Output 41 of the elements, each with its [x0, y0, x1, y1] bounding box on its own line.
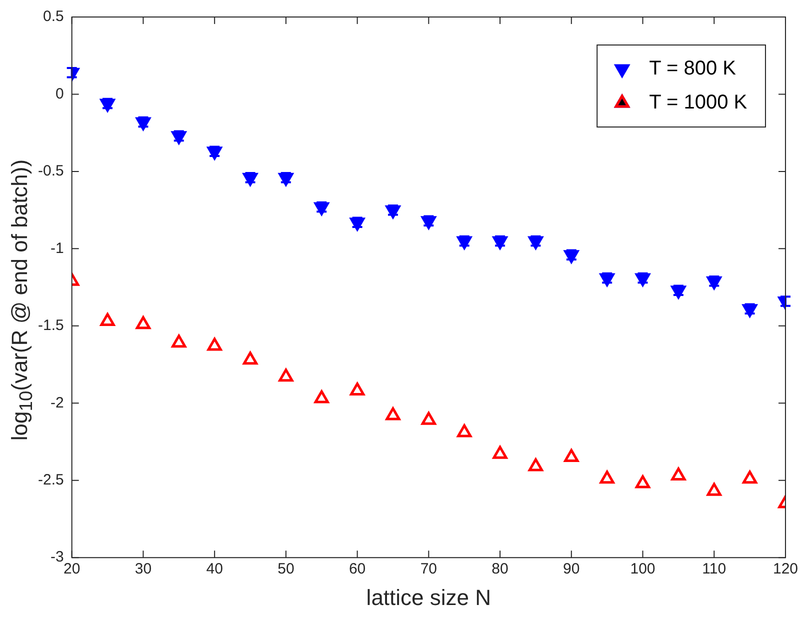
- x-tick-label: 40: [206, 560, 223, 578]
- point: [742, 470, 758, 484]
- point: [278, 368, 294, 382]
- x-tick-label: 90: [563, 560, 580, 578]
- point: [706, 482, 722, 496]
- point: [528, 458, 544, 472]
- point: [421, 412, 436, 425]
- x-tick-label: 20: [64, 560, 80, 578]
- y-tick-label: -1.5: [38, 317, 64, 334]
- point: [172, 334, 186, 348]
- point: [314, 390, 329, 404]
- x-tick-label: 70: [420, 560, 438, 578]
- point: [350, 382, 365, 396]
- point: [564, 448, 579, 462]
- point: [207, 338, 222, 351]
- legend-label: T = 800 K: [649, 58, 737, 80]
- point: [386, 407, 400, 420]
- y-tick-label: -2: [50, 394, 64, 412]
- y-tick-label: -0.5: [38, 162, 64, 180]
- legend-label: T = 1000 K: [649, 92, 748, 114]
- y-tick-label: 0: [56, 85, 64, 102]
- x-tick-label: 60: [348, 560, 366, 578]
- x-tick-label: 30: [134, 560, 152, 578]
- x-tick-label: 120: [772, 560, 798, 578]
- point: [457, 424, 472, 438]
- y-tick-label: -1: [50, 240, 64, 257]
- x-tick-label: 100: [630, 560, 656, 578]
- y-tick-label: 0.5: [42, 8, 64, 26]
- point: [492, 446, 508, 459]
- x-tick-label: 50: [278, 560, 294, 578]
- y-tick-label: -3: [50, 548, 64, 566]
- point: [671, 467, 686, 480]
- x-tick-label: 110: [702, 560, 726, 578]
- x-tick-label: 80: [492, 560, 508, 578]
- point: [136, 316, 151, 330]
- point: [242, 352, 258, 365]
- x-axis-title: lattice size N: [366, 584, 492, 610]
- point: [635, 475, 650, 488]
- y-tick-label: -2.5: [38, 472, 64, 489]
- point: [100, 313, 115, 326]
- point: [600, 470, 614, 484]
